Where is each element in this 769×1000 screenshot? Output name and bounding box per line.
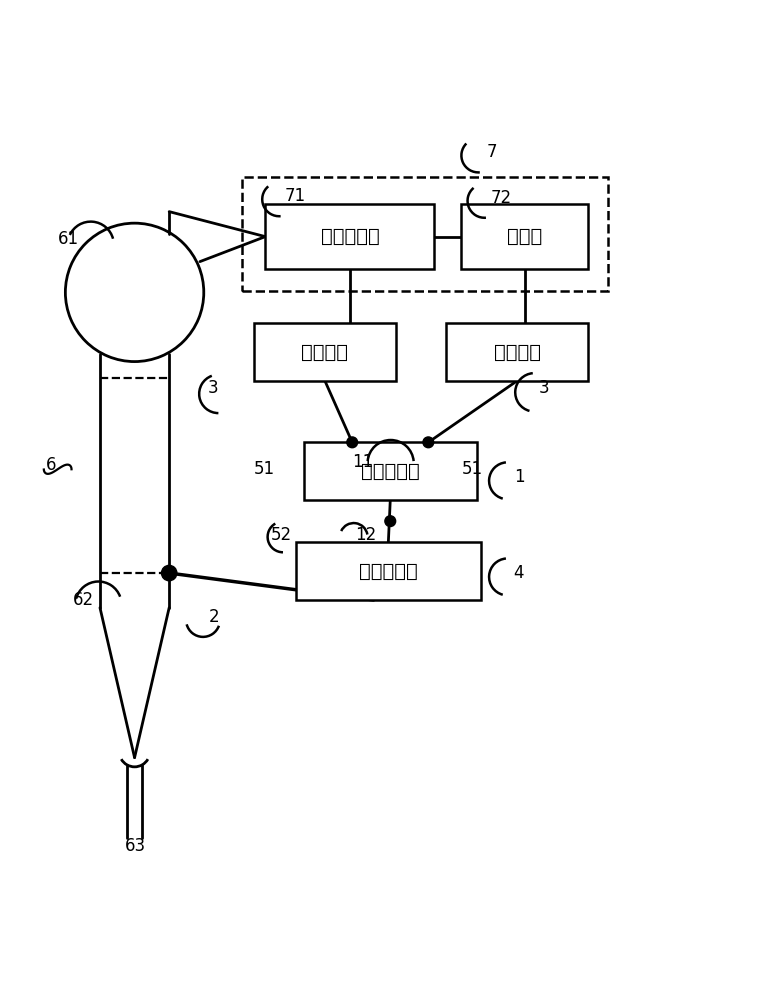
Bar: [446, 323, 588, 381]
Text: 3: 3: [208, 379, 218, 397]
Text: 飞灰缓冲罐: 飞灰缓冲罐: [361, 462, 420, 481]
Bar: [254, 323, 396, 381]
Text: 飞灰锁斗: 飞灰锁斗: [494, 342, 541, 361]
Text: 1: 1: [514, 468, 524, 486]
Bar: [265, 204, 434, 269]
Text: 52: 52: [271, 526, 291, 544]
Text: 3: 3: [538, 379, 549, 397]
Text: 过滤器: 过滤器: [508, 227, 542, 246]
Bar: [461, 204, 588, 269]
Text: 6: 6: [46, 456, 57, 474]
Bar: [242, 177, 608, 291]
Text: 旋风分离器: 旋风分离器: [321, 227, 379, 246]
Text: 61: 61: [58, 230, 78, 248]
Text: 2: 2: [209, 608, 220, 626]
Text: 飞灰锁斗: 飞灰锁斗: [301, 342, 348, 361]
Text: 7: 7: [487, 143, 498, 161]
Text: 51: 51: [461, 460, 482, 478]
Circle shape: [385, 516, 396, 527]
Text: 12: 12: [355, 526, 377, 544]
Circle shape: [161, 565, 177, 581]
Text: 51: 51: [254, 460, 275, 478]
Text: 62: 62: [73, 591, 94, 609]
Text: 飞灰分配器: 飞灰分配器: [359, 562, 418, 581]
Text: 11: 11: [352, 453, 374, 471]
Bar: [304, 442, 477, 500]
Text: 72: 72: [491, 189, 511, 207]
Bar: [296, 542, 481, 600]
Circle shape: [347, 437, 358, 448]
Text: 71: 71: [285, 187, 305, 205]
Circle shape: [423, 437, 434, 448]
Text: 63: 63: [125, 837, 146, 855]
Text: 4: 4: [514, 564, 524, 582]
